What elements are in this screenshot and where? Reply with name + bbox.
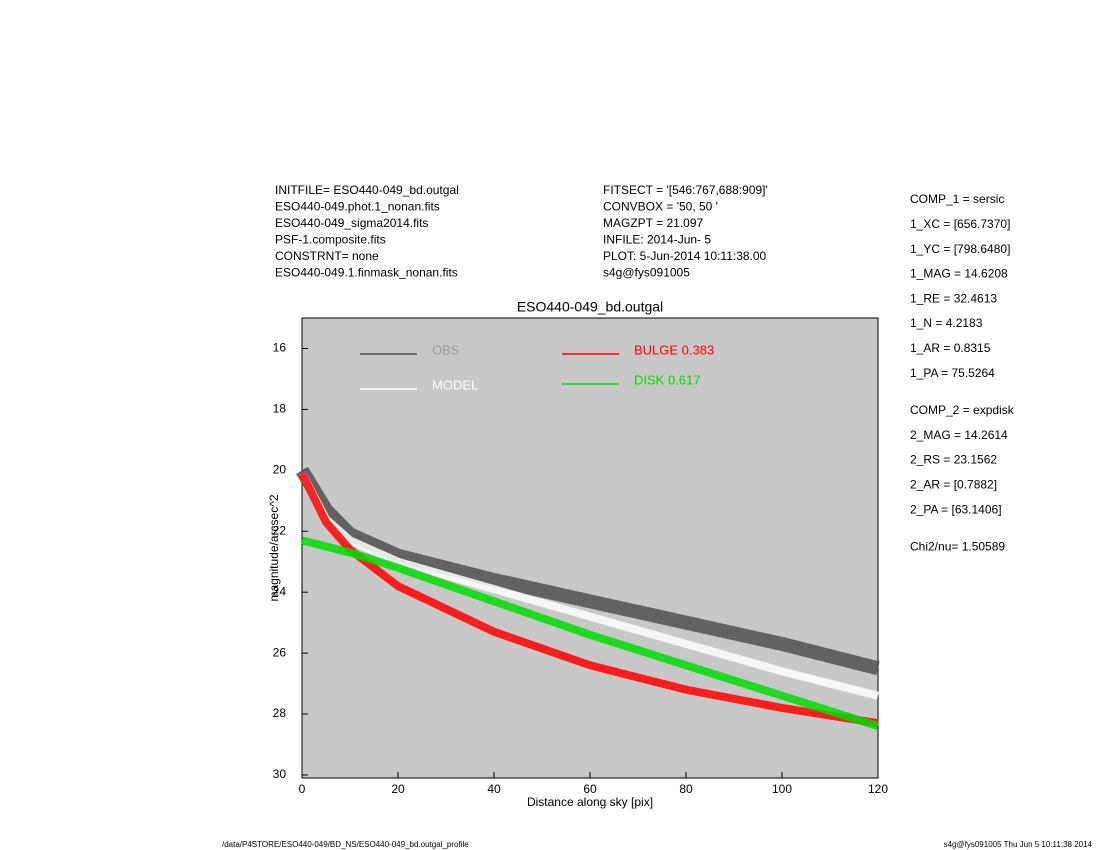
header-line: ESO440-049_sigma2014.fits	[275, 216, 428, 230]
profile-band	[296, 466, 880, 676]
fit-parameter: 1_PA = 75.5264	[910, 366, 995, 380]
profile-band	[301, 536, 880, 731]
footer-path: /data/P4STORE/ESO440-049/BD_NS/ESO440-04…	[222, 840, 469, 849]
legend-label: DISK 0.617	[634, 372, 701, 387]
fit-parameter: 1_N = 4.2183	[910, 316, 983, 330]
x-tick-label: 80	[679, 782, 693, 796]
fit-parameter: COMP_2 = expdisk	[910, 403, 1015, 417]
x-tick-label: 100	[772, 782, 792, 796]
header-line: INITFILE= ESO440-049_bd.outgal	[275, 183, 459, 197]
legend-label: BULGE 0.383	[634, 342, 714, 357]
fit-parameter: 1_AR = 0.8315	[910, 341, 991, 355]
profile-band	[298, 471, 879, 728]
x-tick-label: 20	[391, 782, 405, 796]
y-tick-label: 26	[273, 645, 287, 659]
y-tick-label: 16	[273, 341, 287, 355]
header-line: PSF-1.composite.fits	[275, 233, 386, 247]
fit-parameter: 2_PA = [63.1406]	[910, 502, 1002, 516]
fit-parameter: 1_RE = 32.4613	[910, 291, 997, 305]
header-line: INFILE: 2014-Jun- 5	[603, 233, 711, 247]
y-tick-label: 22	[273, 523, 287, 537]
x-axis-label: Distance along sky [pix]	[527, 795, 653, 809]
x-tick-label: 40	[487, 782, 501, 796]
fit-parameter: 2_RS = 23.1562	[910, 453, 997, 467]
y-tick-label: 18	[273, 402, 287, 416]
fit-parameter: COMP_1 = sersic	[910, 192, 1004, 206]
y-axis-label: magnitude/arcsec^2	[267, 494, 281, 601]
fit-parameter: 2_MAG = 14.2614	[910, 428, 1008, 442]
header-line: MAGZPT = 21.097	[603, 216, 703, 230]
y-tick-label: 24	[273, 584, 287, 598]
header-line: CONSTRNT= none	[275, 249, 379, 263]
legend-label: MODEL	[432, 377, 478, 392]
legend-label: OBS	[432, 342, 460, 357]
header-line: FITSECT = '[546:767,688:909]'	[603, 183, 768, 197]
header-line: ESO440-049.phot.1_nonan.fits	[275, 200, 440, 214]
header-line: ESO440-049.1.finmask_nonan.fits	[275, 266, 458, 280]
fit-parameter: 1_YC = [798.6480]	[910, 242, 1010, 256]
x-tick-label: 0	[299, 782, 306, 796]
header-line: PLOT: 5-Jun-2014 10:11:38.00	[603, 249, 767, 263]
fit-parameter: 1_MAG = 14.6208	[910, 267, 1008, 281]
footer-stamp: s4g@fys091005 Thu Jun 5 10:11:38 2014	[944, 840, 1093, 849]
header-line: CONVBOX = '50, 50 '	[603, 200, 718, 214]
x-tick-label: 120	[868, 782, 888, 796]
x-tick-label: 60	[583, 782, 597, 796]
y-tick-label: 28	[273, 706, 287, 720]
fit-parameter: Chi2/nu= 1.50589	[910, 540, 1005, 554]
y-tick-label: 30	[273, 767, 287, 781]
header-line: s4g@fys091005	[603, 266, 690, 280]
chart-title: ESO440-049_bd.outgal	[517, 299, 663, 315]
fit-parameter: 2_AR = [0.7882]	[910, 477, 997, 491]
y-tick-label: 20	[273, 462, 287, 476]
fit-parameter: 1_XC = [656.7370]	[910, 217, 1010, 231]
